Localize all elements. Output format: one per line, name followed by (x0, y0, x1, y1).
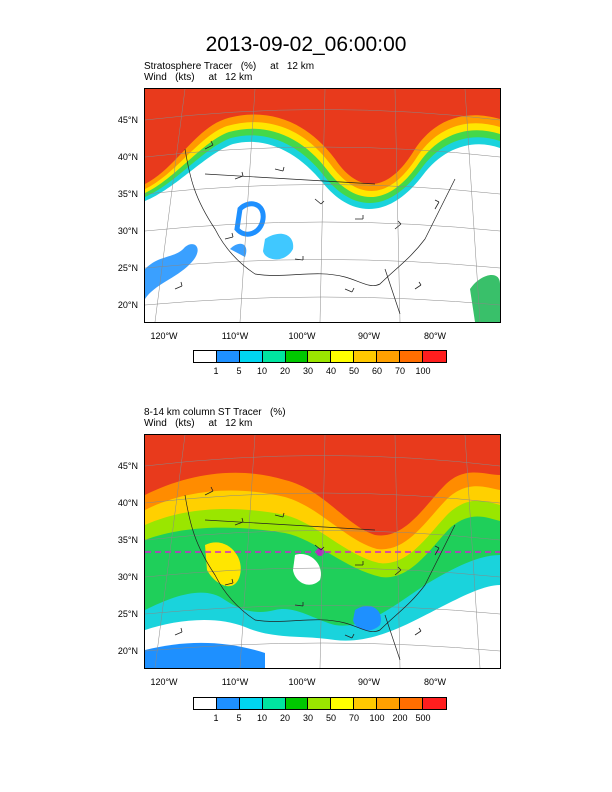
colorbar-swatch (216, 351, 240, 362)
panel2-lat-label-40: 40°N (117, 498, 138, 508)
colorbar-label: 20 (279, 366, 290, 376)
panel1-map (144, 88, 501, 323)
colorbar-label: 20 (279, 713, 290, 723)
colorbar-label: 60 (371, 366, 382, 376)
panel1-title: Stratosphere Tracer (%) at 12 km (144, 61, 315, 72)
colorbar-label: 1 (213, 366, 219, 376)
panel1-lat-label-40: 40°N (117, 152, 138, 162)
colorbar-label: 100 (369, 713, 385, 723)
colorbar-label: 70 (348, 713, 359, 723)
panel2-lon-label-110: 110°W (221, 677, 249, 687)
colorbar-label: 5 (236, 713, 242, 723)
panel1-subtitle: Wind (kts) at 12 km (144, 72, 253, 83)
panel2-lon-label-120: 120°W (150, 677, 178, 687)
panel2-lon-label-80: 80°W (423, 677, 447, 687)
colorbar-swatch (422, 351, 446, 362)
colorbar-swatch (194, 351, 217, 362)
panel1-map-graphic (145, 89, 500, 322)
colorbar-swatch (400, 698, 423, 709)
panel1-lat-label-25: 25°N (117, 263, 138, 273)
colorbar-swatch (262, 351, 286, 362)
colorbar-swatch (308, 351, 332, 362)
colorbar-label: 100 (415, 366, 431, 376)
colorbar-label: 10 (256, 366, 267, 376)
panel2-lat-label-20: 20°N (117, 646, 138, 656)
panel1-colorbar (193, 350, 447, 363)
colorbar-swatch (239, 351, 263, 362)
colorbar-label: 40 (325, 366, 336, 376)
panel1-lon-label-80: 80°W (423, 331, 447, 341)
colorbar-label: 1 (213, 713, 219, 723)
colorbar-swatch (377, 698, 401, 709)
panel2-lat-label-30: 30°N (117, 572, 138, 582)
colorbar-label: 50 (325, 713, 336, 723)
panel1-lon-label-100: 100°W (288, 331, 316, 341)
panel2-title: 8-14 km column ST Tracer (%) (144, 407, 286, 418)
panel2-lat-label-45: 45°N (117, 461, 138, 471)
colorbar-swatch (262, 698, 286, 709)
panel2-map (144, 434, 501, 669)
colorbar-label: 500 (415, 713, 431, 723)
panel1-lon-label-120: 120°W (150, 331, 178, 341)
panel1-lon-label-90: 90°W (357, 331, 381, 341)
colorbar-swatch (354, 698, 378, 709)
panel1-lat-label-20: 20°N (117, 300, 138, 310)
colorbar-label: 10 (256, 713, 267, 723)
panel2-lat-label-35: 35°N (117, 535, 138, 545)
colorbar-swatch (194, 698, 217, 709)
colorbar-swatch (422, 698, 446, 709)
colorbar-swatch (308, 698, 332, 709)
panel2-lon-label-90: 90°W (357, 677, 381, 687)
panel2-map-graphic (145, 435, 500, 668)
colorbar-label: 5 (236, 366, 242, 376)
colorbar-swatch (331, 351, 355, 362)
colorbar-label: 30 (302, 713, 313, 723)
panel2-subtitle: Wind (kts) at 12 km (144, 418, 253, 429)
colorbar-label: 50 (348, 366, 359, 376)
colorbar-swatch (354, 351, 378, 362)
colorbar-swatch (331, 698, 355, 709)
panel2-lat-label-25: 25°N (117, 609, 138, 619)
panel1-lat-label-35: 35°N (117, 189, 138, 199)
colorbar-label: 30 (302, 366, 313, 376)
panel1-lat-label-45: 45°N (117, 115, 138, 125)
colorbar-label: 200 (392, 713, 408, 723)
colorbar-swatch (285, 351, 309, 362)
panel2-colorbar (193, 697, 447, 710)
colorbar-swatch (400, 351, 423, 362)
colorbar-swatch (216, 698, 240, 709)
panel2-lon-label-100: 100°W (288, 677, 316, 687)
colorbar-label: 70 (394, 366, 405, 376)
panel1-lon-label-110: 110°W (221, 331, 249, 341)
colorbar-swatch (239, 698, 263, 709)
colorbar-swatch (377, 351, 401, 362)
panel1-lat-label-30: 30°N (117, 226, 138, 236)
colorbar-swatch (285, 698, 309, 709)
figure-title: 2013-09-02_06:00:00 (205, 33, 407, 56)
